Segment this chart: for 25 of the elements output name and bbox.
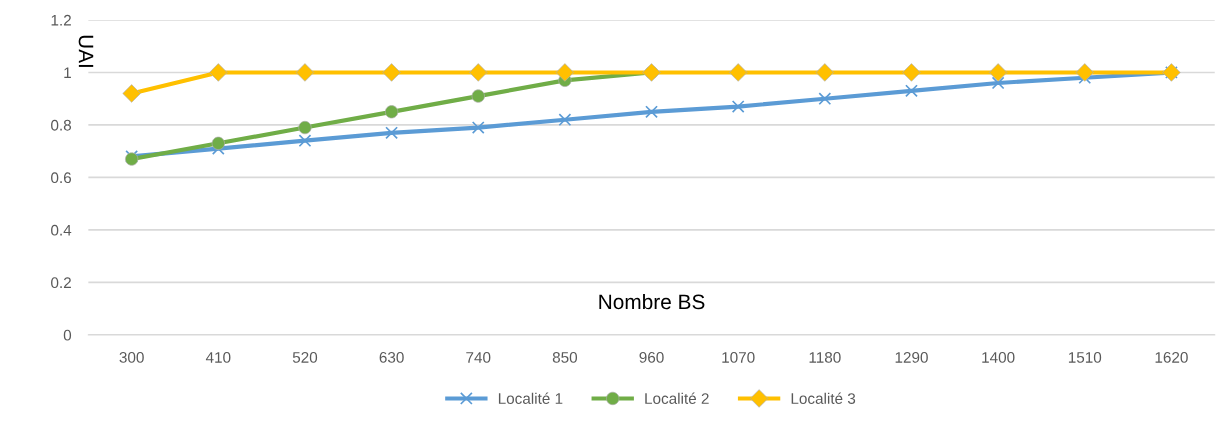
y-tick-label: 1.2 [51, 14, 71, 26]
x-tick-label: 960 [639, 351, 664, 363]
x-tick-label: 850 [552, 351, 578, 363]
y-tick-label: 1 [64, 67, 71, 78]
x-tick-label: 1180 [809, 351, 841, 363]
x-tick-label: 300 [119, 351, 144, 363]
x-tick-label: 1070 [722, 351, 755, 363]
y-axis-title: UAI [78, 35, 94, 67]
y-tick-label: 0.2 [51, 277, 71, 289]
x-tick-label: 1510 [1068, 351, 1102, 363]
x-tick-label: 740 [466, 351, 491, 363]
legend-label: Localité 3 [791, 392, 856, 404]
x-tick-label: 410 [205, 351, 231, 363]
x-tick-label: 1620 [1155, 351, 1188, 363]
y-tick-label: 0.6 [51, 172, 72, 184]
legend-label: Localité 1 [498, 392, 563, 404]
y-tick-label: 0.8 [51, 119, 72, 131]
x-tick-label: 630 [379, 351, 404, 363]
y-tick-label: 0 [63, 329, 72, 341]
x-axis-title: Nombre BS [599, 293, 705, 310]
legend-label: Localité 2 [645, 392, 709, 404]
x-tick-label: 520 [292, 351, 318, 363]
y-tick-label: 0.4 [51, 224, 72, 236]
x-tick-label: 1290 [895, 351, 928, 363]
x-tick-label: 1400 [982, 351, 1015, 363]
